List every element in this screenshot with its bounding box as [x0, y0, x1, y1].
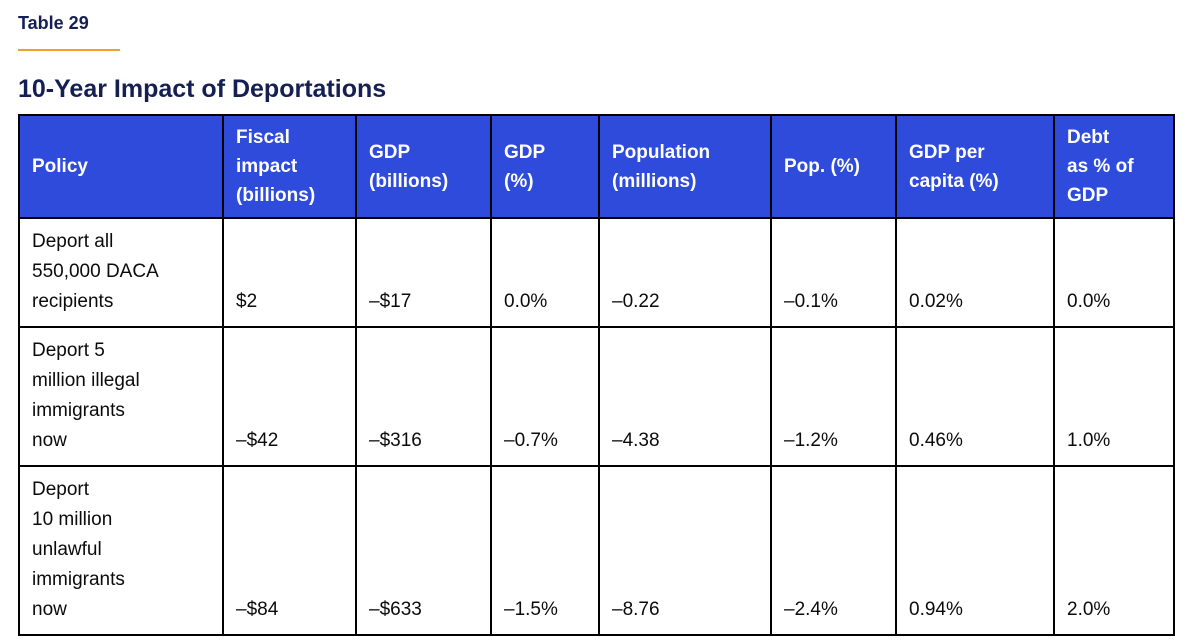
value-cell: –4.38 — [598, 326, 772, 467]
column-header-fiscal-impact: Fiscal impact (billions) — [222, 114, 357, 219]
header-row: Policy Fiscal impact (billions) GDP (bil… — [18, 114, 1175, 219]
value-cell: –$84 — [222, 465, 357, 636]
page-title: 10-Year Impact of Deportations — [18, 75, 387, 103]
table-row: Deport 10 million unlawful immigrants no… — [18, 465, 1175, 636]
value-cell: –$633 — [355, 465, 492, 636]
value-cell: –0.1% — [770, 217, 897, 328]
value-cell: 2.0% — [1053, 465, 1175, 636]
policy-cell: Deport 5 million illegal immigrants now — [18, 326, 224, 467]
value-cell: 0.0% — [1053, 217, 1175, 328]
value-cell: –0.7% — [490, 326, 600, 467]
table-row: Deport all 550,000 DACA recipients $2 –$… — [18, 217, 1175, 328]
value-cell: –$42 — [222, 326, 357, 467]
value-cell: –$17 — [355, 217, 492, 328]
value-cell: 0.0% — [490, 217, 600, 328]
value-cell: –1.5% — [490, 465, 600, 636]
accent-rule — [18, 49, 120, 51]
value-cell: –1.2% — [770, 326, 897, 467]
value-cell: 0.94% — [895, 465, 1055, 636]
value-cell: 0.02% — [895, 217, 1055, 328]
policy-cell: Deport 10 million unlawful immigrants no… — [18, 465, 224, 636]
value-cell: –2.4% — [770, 465, 897, 636]
policy-cell: Deport all 550,000 DACA recipients — [18, 217, 224, 328]
value-cell: –$316 — [355, 326, 492, 467]
table-row: Deport 5 million illegal immigrants now … — [18, 326, 1175, 467]
column-header-population: Population (millions) — [598, 114, 772, 219]
column-header-pop-pct: Pop. (%) — [770, 114, 897, 219]
value-cell: $2 — [222, 217, 357, 328]
column-header-gdp-billions: GDP (billions) — [355, 114, 492, 219]
column-header-gdp-per-capita: GDP per capita (%) — [895, 114, 1055, 219]
column-header-gdp-pct: GDP (%) — [490, 114, 600, 219]
value-cell: 1.0% — [1053, 326, 1175, 467]
table-number-label: Table 29 — [18, 13, 89, 33]
column-header-debt-pct-gdp: Debt as % of GDP — [1053, 114, 1175, 219]
impact-table: Policy Fiscal impact (billions) GDP (bil… — [18, 114, 1175, 636]
value-cell: 0.46% — [895, 326, 1055, 467]
value-cell: –0.22 — [598, 217, 772, 328]
column-header-policy: Policy — [18, 114, 224, 219]
value-cell: –8.76 — [598, 465, 772, 636]
